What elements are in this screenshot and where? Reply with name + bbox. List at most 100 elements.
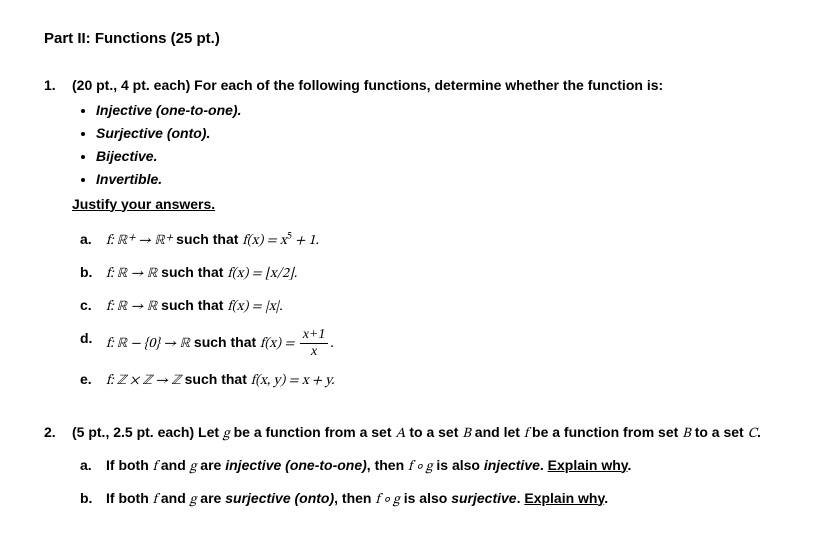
q2a-p5: is also [433,457,484,473]
prop-paren: . [154,148,158,164]
q2-A: A [395,427,405,441]
q2-g: g [223,427,230,441]
q1d-fx: f(x) = [260,337,298,351]
q1-intro: For each of the following functions, det… [194,77,663,93]
q2b-p2: and [157,490,190,506]
q1d-label: d. [80,328,106,359]
q1d-fraction: x+1x [300,328,329,359]
prop-term: Surjective [96,125,163,141]
q2-t6: to a set [691,424,748,440]
q1e-label: e. [80,369,106,392]
question-1: 1. (20 pt., 4 pt. each) For each of the … [44,75,779,402]
q2-B2: B [682,427,691,441]
q2b-term: surjective [225,490,290,506]
q2b-dot: . [604,490,608,506]
prop-term: Injective [96,102,152,118]
q1b-such: such that [157,264,227,280]
q2a: a. If both f and g are injective (one-to… [80,455,779,478]
q1e: e. f: ℤ × ℤ → ℤ such that f(x, y) = x + … [80,369,779,392]
q1a-fx: f(x) = x [242,234,286,248]
q2b: b. If both f and g are surjective (onto)… [80,488,779,511]
section-title: Part II: Functions (25 pt.) [44,28,779,51]
q2a-dot: . [628,457,632,473]
q1b-domain: f: ℝ → ℝ [106,267,157,281]
q2a-label: a. [80,455,106,478]
q1c-such: such that [157,297,227,313]
q1b: b. f: ℝ → ℝ such that f(x) = ⌊x/2⌋. [80,262,779,285]
q1-properties: Injective (one-to-one). Surjective (onto… [96,100,779,190]
q1d-den: x [300,344,329,359]
q2-number: 2. [44,422,72,519]
q2b-label: b. [80,488,106,511]
q1e-body: f: ℤ × ℤ → ℤ such that f(x, y) = x + y. [106,369,779,392]
q2-body: (5 pt., 2.5 pt. each) Let g be a functio… [72,422,779,519]
q2a-p3: are [196,457,225,473]
q2a-explain: Explain why [548,457,628,473]
prop-surjective: Surjective (onto). [96,123,779,144]
q1c-eq: f(x) = |x|. [227,300,282,314]
q2b-paren: (onto) [291,490,335,506]
q1a-after: + 1. [292,234,319,248]
q2-t2: be a function from a set [230,424,396,440]
prop-paren: (one-to-one). [152,102,241,118]
prop-injective: Injective (one-to-one). [96,100,779,121]
q1d-period: . [330,337,333,351]
q1a-domain: f: ℝ⁺ → ℝ⁺ [106,234,172,248]
q2-C: C [748,427,757,441]
q2a-paren: (one-to-one) [281,457,367,473]
q1e-eq: f(x, y) = x + y. [251,374,335,388]
question-2: 2. (5 pt., 2.5 pt. each) Let g be a func… [44,422,779,519]
q1d-body: f: ℝ − {0} → ℝ such that f(x) = x+1x. [106,328,779,359]
q1-number: 1. [44,75,72,402]
q2a-p1: If both [106,457,153,473]
q2b-p3: are [196,490,225,506]
q1e-domain: f: ℤ × ℤ → ℤ [106,374,181,388]
q1d-such: such that [190,334,260,350]
q2-t5: be a function from set [528,424,682,440]
q2a-p4: , then [367,457,408,473]
q1a-label: a. [80,229,106,252]
q2a-p2: and [157,457,190,473]
q1-justify: Justify your answers. [72,194,779,215]
q1a: a. f: ℝ⁺ → ℝ⁺ such that f(x) = x5 + 1. [80,229,779,252]
prop-bijective: Bijective. [96,146,779,167]
q1c-body: f: ℝ → ℝ such that f(x) = |x|. [106,295,779,318]
q1b-label: b. [80,262,106,285]
q1c-domain: f: ℝ → ℝ [106,300,157,314]
q2b-body: If both f and g are surjective (onto), t… [106,488,779,511]
q2a-body: If both f and g are injective (one-to-on… [106,455,779,478]
q2b-p4: , then [334,490,375,506]
q2b-p1: If both [106,490,153,506]
q2b-comp: f ∘ g [375,493,399,507]
q2a-comp: f ∘ g [408,460,432,474]
q1-points: (20 pt., 4 pt. each) [72,77,194,93]
q1-body: (20 pt., 4 pt. each) For each of the fol… [72,75,779,402]
q2a-term2: injective [484,457,540,473]
q2b-p5: is also [400,490,451,506]
q1a-body: f: ℝ⁺ → ℝ⁺ such that f(x) = x5 + 1. [106,229,779,252]
q1b-eq: f(x) = ⌊x/2⌋. [227,267,297,281]
q1e-such: such that [181,371,251,387]
prop-paren: (onto). [163,125,210,141]
q2-t4: and let [471,424,524,440]
q2a-term: injective [225,457,281,473]
prop-paren: . [158,171,162,187]
q1a-such: such that [172,231,242,247]
q2-t7: . [757,424,761,440]
prop-term: Invertible [96,171,158,187]
prop-invertible: Invertible. [96,169,779,190]
q2-B: B [462,427,471,441]
q1d-num: x+1 [300,328,329,344]
q2b-explain: Explain why [524,490,604,506]
q1b-body: f: ℝ → ℝ such that f(x) = ⌊x/2⌋. [106,262,779,285]
q1c: c. f: ℝ → ℝ such that f(x) = |x|. [80,295,779,318]
q1d-domain: f: ℝ − {0} → ℝ [106,337,190,351]
q2-t3: to a set [405,424,462,440]
q2-points: (5 pt., 2.5 pt. each) [72,424,198,440]
q1c-label: c. [80,295,106,318]
q2a-p6: . [540,457,548,473]
q1d: d. f: ℝ − {0} → ℝ such that f(x) = x+1x. [80,328,779,359]
q2-t1: Let [198,424,223,440]
q2b-term2: surjective [451,490,516,506]
prop-term: Bijective [96,148,154,164]
